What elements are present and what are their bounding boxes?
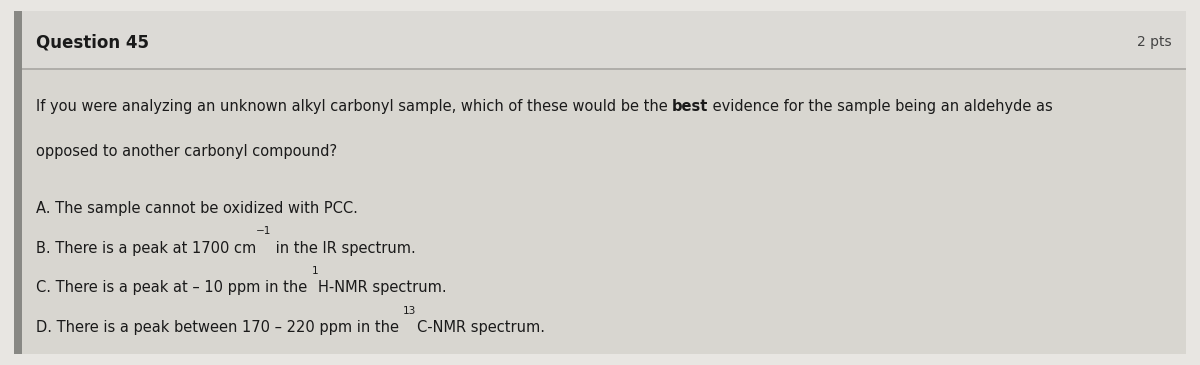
Text: −1: −1 <box>256 226 271 237</box>
Text: 13: 13 <box>403 306 416 316</box>
Text: H-NMR spectrum.: H-NMR spectrum. <box>318 280 446 295</box>
Text: in the IR spectrum.: in the IR spectrum. <box>271 241 416 256</box>
Text: opposed to another carbonyl compound?: opposed to another carbonyl compound? <box>36 144 337 159</box>
Text: C-NMR spectrum.: C-NMR spectrum. <box>416 320 545 335</box>
Text: best: best <box>672 99 708 114</box>
Text: B. There is a peak at 1700 cm: B. There is a peak at 1700 cm <box>36 241 256 256</box>
Text: If you were analyzing an unknown alkyl carbonyl sample, which of these would be : If you were analyzing an unknown alkyl c… <box>36 99 672 114</box>
Text: D. There is a peak between 170 – 220 ppm in the: D. There is a peak between 170 – 220 ppm… <box>36 320 403 335</box>
Text: C. There is a peak at – 10 ppm in the: C. There is a peak at – 10 ppm in the <box>36 280 312 295</box>
Text: evidence for the sample being an aldehyde as: evidence for the sample being an aldehyd… <box>708 99 1054 114</box>
Text: 2 pts: 2 pts <box>1138 35 1171 49</box>
Text: 1: 1 <box>312 266 318 276</box>
Text: Question 45: Question 45 <box>36 33 149 51</box>
Text: A. The sample cannot be oxidized with PCC.: A. The sample cannot be oxidized with PC… <box>36 201 358 216</box>
